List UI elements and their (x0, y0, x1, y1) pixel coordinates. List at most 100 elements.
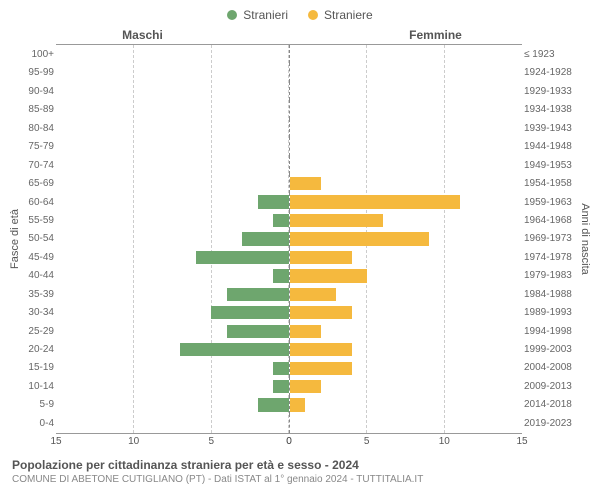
bar-row (56, 63, 522, 81)
footer: Popolazione per cittadinanza straniera p… (8, 458, 592, 485)
x-tick: 0 (286, 436, 292, 447)
bar-row (56, 414, 522, 432)
year-tick: 2019-2023 (524, 415, 576, 432)
age-ticks: 100+95-9990-9485-8980-8475-7970-7465-696… (22, 44, 56, 434)
x-tick: 5 (209, 436, 215, 447)
year-ticks: ≤ 19231924-19281929-19331934-19381939-19… (522, 44, 578, 434)
x-tick: 15 (516, 436, 527, 447)
swatch-female (308, 10, 318, 20)
year-tick: 1984-1988 (524, 286, 576, 303)
bar-row (56, 377, 522, 395)
bar-female (290, 380, 321, 393)
year-tick: 1929-1933 (524, 83, 576, 100)
bar-female (290, 232, 430, 245)
bar-male (273, 214, 289, 227)
bar-female (290, 195, 461, 208)
bar-female (290, 269, 367, 282)
age-tick: 65-69 (24, 175, 54, 192)
bar-row (56, 156, 522, 174)
legend-item-male: Stranieri (227, 8, 288, 22)
swatch-male (227, 10, 237, 20)
y-axis-right-label: Anni di nascita (578, 44, 592, 434)
chart-container: Stranieri Straniere Maschi Femmine Fasce… (0, 0, 600, 500)
bar-row (56, 45, 522, 63)
bar-row (56, 248, 522, 266)
age-tick: 30-34 (24, 304, 54, 321)
bar-male (180, 343, 289, 356)
age-tick: 15-19 (24, 359, 54, 376)
x-tick: 10 (439, 436, 450, 447)
year-tick: 2014-2018 (524, 396, 576, 413)
bar-female (290, 398, 306, 411)
bar-female (290, 306, 352, 319)
bar-female (290, 214, 383, 227)
year-tick: 2009-2013 (524, 378, 576, 395)
age-tick: 95-99 (24, 64, 54, 81)
header-female: Femmine (289, 28, 522, 42)
age-tick: 35-39 (24, 286, 54, 303)
bar-female (290, 251, 352, 264)
bar-male (273, 269, 289, 282)
bar-male (242, 232, 289, 245)
year-tick: 1949-1953 (524, 157, 576, 174)
age-tick: 40-44 (24, 267, 54, 284)
header-male: Maschi (56, 28, 289, 42)
bar-row (56, 267, 522, 285)
age-tick: 0-4 (24, 415, 54, 432)
age-tick: 55-59 (24, 212, 54, 229)
plot-area (56, 44, 522, 434)
x-tick: 5 (364, 436, 370, 447)
year-tick: ≤ 1923 (524, 46, 576, 63)
bar-male (273, 380, 289, 393)
year-tick: 1934-1938 (524, 101, 576, 118)
bar-row (56, 193, 522, 211)
bar-female (290, 343, 352, 356)
bar-male (227, 325, 289, 338)
age-tick: 70-74 (24, 157, 54, 174)
age-tick: 45-49 (24, 249, 54, 266)
year-tick: 1999-2003 (524, 341, 576, 358)
bar-row (56, 100, 522, 118)
bar-row (56, 230, 522, 248)
bar-row (56, 359, 522, 377)
column-headers: Maschi Femmine (8, 28, 592, 42)
bar-row (56, 304, 522, 322)
legend-label-male: Stranieri (243, 8, 288, 22)
bar-row (56, 285, 522, 303)
year-tick: 1979-1983 (524, 267, 576, 284)
bar-female (290, 177, 321, 190)
legend-label-female: Straniere (324, 8, 373, 22)
year-tick: 1974-1978 (524, 249, 576, 266)
bar-male (258, 195, 289, 208)
chart-subtitle: COMUNE DI ABETONE CUTIGLIANO (PT) - Dati… (12, 474, 592, 485)
age-tick: 50-54 (24, 230, 54, 247)
bar-row (56, 119, 522, 137)
age-tick: 75-79 (24, 138, 54, 155)
age-tick: 90-94 (24, 83, 54, 100)
bar-male (196, 251, 289, 264)
bar-row (56, 322, 522, 340)
bar-rows (56, 45, 522, 433)
chart-title: Popolazione per cittadinanza straniera p… (12, 458, 592, 472)
bar-row (56, 341, 522, 359)
bar-male (273, 362, 289, 375)
x-axis-ticks: 151050051015 (56, 434, 522, 452)
year-tick: 2004-2008 (524, 359, 576, 376)
year-tick: 1924-1928 (524, 64, 576, 81)
age-tick: 20-24 (24, 341, 54, 358)
year-tick: 1954-1958 (524, 175, 576, 192)
year-tick: 1994-1998 (524, 323, 576, 340)
bar-female (290, 325, 321, 338)
year-tick: 1959-1963 (524, 194, 576, 211)
legend: Stranieri Straniere (8, 8, 592, 22)
age-tick: 100+ (24, 46, 54, 63)
bar-female (290, 288, 337, 301)
bar-row (56, 174, 522, 192)
x-tick: 15 (50, 436, 61, 447)
bar-female (290, 362, 352, 375)
age-tick: 80-84 (24, 120, 54, 137)
age-tick: 60-64 (24, 194, 54, 211)
bar-male (227, 288, 289, 301)
x-tick: 10 (128, 436, 139, 447)
y-axis-left-label: Fasce di età (8, 44, 22, 434)
